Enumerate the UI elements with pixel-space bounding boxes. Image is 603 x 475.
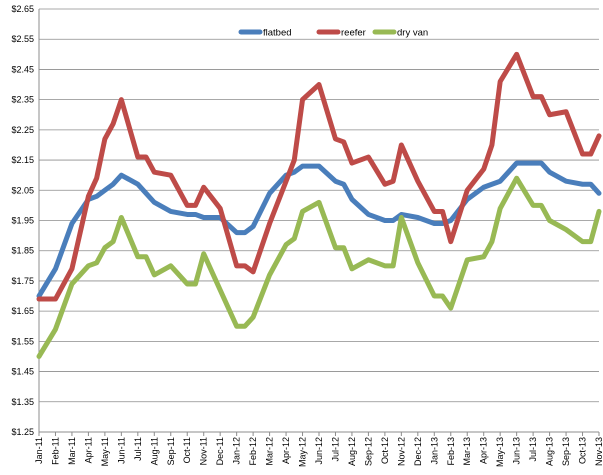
series-line-dry-van <box>36 175 602 359</box>
y-tick-label: $1.35 <box>11 397 34 407</box>
y-tick-label: $1.95 <box>11 216 34 226</box>
x-tick-label: May-12 <box>298 437 308 467</box>
x-tick-label: Sep-12 <box>363 437 373 466</box>
y-tick-labels: $1.25 $1.35 $1.45 $1.55 $1.65 $1.75 $1.85 $1.95… <box>11 4 34 437</box>
y-tick-label: $2.35 <box>11 95 34 105</box>
y-tick-label: $1.65 <box>11 306 34 316</box>
legend: flatbed reefer dry van <box>238 28 428 39</box>
axes <box>38 9 600 436</box>
x-tick-label: Nov-11 <box>199 437 209 465</box>
x-tick-label: Mar-11 <box>67 437 77 465</box>
x-tick-label: Sep-13 <box>561 437 571 466</box>
x-tick-label: Aug-11 <box>149 437 159 465</box>
legend-label: flatbed <box>263 28 292 39</box>
y-tick-label: $2.15 <box>11 155 34 165</box>
x-tick-label: Jan-12 <box>232 437 242 465</box>
x-tick-label: Apr-11 <box>83 437 93 463</box>
x-tick-label: Feb-11 <box>50 437 60 465</box>
x-tick-labels: Jan-11 Feb-11 Mar-11 Apr-11 May-11 Jun-11 Jul-… <box>34 437 603 467</box>
y-tick-label: $1.75 <box>11 276 34 286</box>
y-tick-label: $1.55 <box>11 336 34 346</box>
series-lines <box>36 51 602 359</box>
x-tick-label: Jul-13 <box>528 437 538 462</box>
x-tick-label: Oct-11 <box>182 437 192 463</box>
series-line-flatbed <box>36 160 602 299</box>
x-tick-label: Jul-12 <box>330 437 340 462</box>
x-tick-label: Jun-12 <box>314 437 324 465</box>
y-tick-label: $2.55 <box>11 34 34 44</box>
y-tick-label: $2.45 <box>11 64 34 74</box>
x-tick-label: Feb-13 <box>446 437 456 466</box>
x-tick-label: May-11 <box>100 437 110 466</box>
x-tick-label: Jan-11 <box>34 437 44 464</box>
x-tick-label: Jun-11 <box>116 437 126 464</box>
legend-label: dry van <box>397 28 428 39</box>
x-tick-label: Feb-12 <box>248 437 258 466</box>
x-tick-label: Nov-12 <box>396 437 406 466</box>
series-line-reefer <box>36 51 602 302</box>
x-tick-label: Mar-12 <box>265 437 275 466</box>
x-tick-label: Oct-12 <box>380 437 390 464</box>
y-tick-label: $2.25 <box>11 125 34 135</box>
x-tick-label: Apr-13 <box>479 437 489 464</box>
x-tick-label: Jun-13 <box>512 437 522 465</box>
x-tick-label: Mar-13 <box>462 437 472 466</box>
x-tick-label: Jan-13 <box>429 437 439 465</box>
y-tick-label: $1.45 <box>11 367 34 377</box>
y-tick-label: $2.05 <box>11 185 34 195</box>
x-tick-label: Dec-12 <box>413 437 423 466</box>
x-tick-label: Sep-11 <box>166 437 176 465</box>
x-tick-label: May-13 <box>495 437 505 467</box>
x-tick-label: Dec-11 <box>215 437 225 465</box>
x-tick-label: Apr-12 <box>281 437 291 464</box>
x-tick-label: Aug-13 <box>545 437 555 466</box>
y-tick-label: $2.65 <box>11 4 34 14</box>
x-tick-label: Nov-13 <box>594 437 603 466</box>
x-tick-label: Aug-12 <box>347 437 357 466</box>
x-tick-label: Jul-11 <box>133 437 143 461</box>
legend-label: reefer <box>341 28 366 39</box>
y-tick-label: $1.85 <box>11 246 34 256</box>
y-tick-label: $1.25 <box>11 427 34 437</box>
x-tick-label: Oct-13 <box>578 437 588 464</box>
